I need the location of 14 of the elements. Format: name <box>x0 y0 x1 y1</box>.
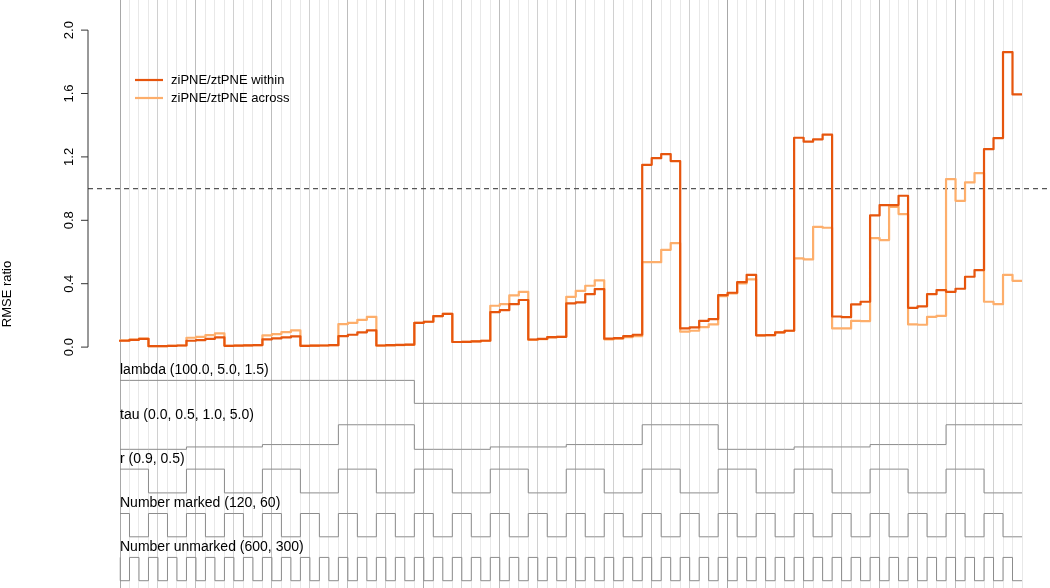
y-tick-label: 0.0 <box>61 338 77 357</box>
y-tick-label: 1.2 <box>61 147 77 166</box>
y-tick-label: 1.6 <box>61 84 77 103</box>
annotation: Number unmarked (600, 300) <box>120 538 304 555</box>
annotation: tau (0.0, 0.5, 1.0, 5.0) <box>120 405 254 422</box>
annotation: r (0.9, 0.5) <box>120 449 185 466</box>
y-tick-label: 0.4 <box>61 274 77 293</box>
annotation: Number marked (120, 60) <box>120 494 281 511</box>
y-tick-label: 2.0 <box>61 21 77 40</box>
y-tick-label: 0.8 <box>61 211 77 230</box>
annotation: lambda (100.0, 5.0, 1.5) <box>120 361 269 378</box>
legend-label: ziPNE/ztPNE within <box>171 71 285 87</box>
y-axis-title: RMSE ratio <box>0 260 15 328</box>
legend-label: ziPNE/ztPNE across <box>171 89 290 105</box>
